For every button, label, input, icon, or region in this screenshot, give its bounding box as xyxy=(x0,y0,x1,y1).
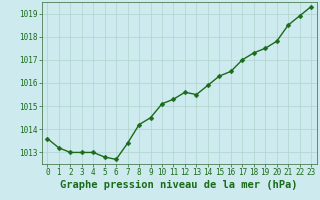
X-axis label: Graphe pression niveau de la mer (hPa): Graphe pression niveau de la mer (hPa) xyxy=(60,180,298,190)
